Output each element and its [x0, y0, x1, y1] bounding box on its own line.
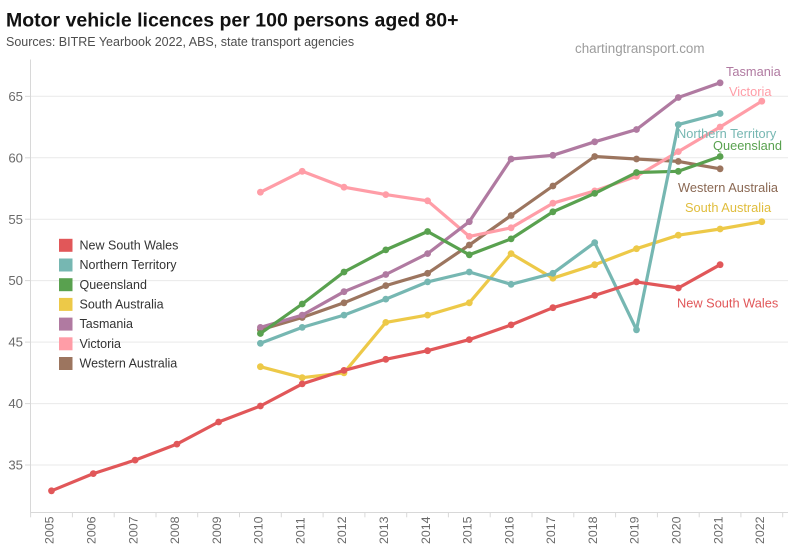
svg-text:2010: 2010	[252, 516, 266, 544]
svg-text:Victoria: Victoria	[80, 337, 122, 351]
svg-text:65: 65	[8, 89, 23, 104]
svg-text:40: 40	[8, 396, 23, 411]
svg-text:2009: 2009	[210, 516, 224, 544]
svg-text:2007: 2007	[126, 516, 140, 544]
svg-text:South Australia: South Australia	[80, 298, 164, 312]
svg-text:Western Australia: Western Australia	[678, 180, 779, 195]
svg-text:Queensland: Queensland	[80, 278, 147, 292]
svg-text:South Australia: South Australia	[685, 200, 772, 215]
svg-text:New South Wales: New South Wales	[677, 296, 778, 311]
svg-text:2021: 2021	[711, 516, 725, 544]
svg-text:Victoria: Victoria	[729, 84, 772, 99]
svg-text:Western Australia: Western Australia	[80, 357, 178, 371]
svg-text:2011: 2011	[293, 517, 307, 544]
svg-text:Northern Territory: Northern Territory	[80, 258, 178, 272]
svg-text:55: 55	[8, 212, 23, 227]
svg-text:2015: 2015	[461, 516, 475, 544]
svg-text:Tasmania: Tasmania	[726, 64, 782, 79]
svg-text:2006: 2006	[85, 516, 99, 544]
svg-text:2022: 2022	[753, 516, 767, 544]
svg-text:Queensland: Queensland	[713, 138, 782, 153]
svg-text:2016: 2016	[502, 516, 516, 544]
svg-text:New South Wales: New South Wales	[80, 238, 179, 252]
svg-text:Sources: BITRE Yearbook 2022,: Sources: BITRE Yearbook 2022, ABS, state…	[6, 35, 354, 49]
svg-text:Tasmania: Tasmania	[80, 317, 134, 331]
svg-text:2005: 2005	[43, 516, 57, 544]
svg-text:chartingtransport.com: chartingtransport.com	[575, 41, 705, 56]
svg-text:2013: 2013	[377, 516, 391, 544]
svg-text:2008: 2008	[168, 516, 182, 544]
svg-text:60: 60	[8, 150, 23, 165]
svg-text:Northern Territory: Northern Territory	[677, 126, 777, 141]
svg-text:50: 50	[8, 273, 23, 288]
svg-text:35: 35	[8, 458, 23, 473]
svg-text:2019: 2019	[628, 516, 642, 544]
svg-text:2020: 2020	[670, 516, 684, 544]
svg-text:Motor vehicle licences per 100: Motor vehicle licences per 100 persons a…	[6, 10, 459, 32]
svg-text:45: 45	[8, 335, 23, 350]
svg-text:2012: 2012	[335, 516, 349, 544]
svg-text:2014: 2014	[419, 516, 433, 544]
svg-text:2018: 2018	[586, 516, 600, 544]
svg-text:2017: 2017	[544, 516, 558, 544]
